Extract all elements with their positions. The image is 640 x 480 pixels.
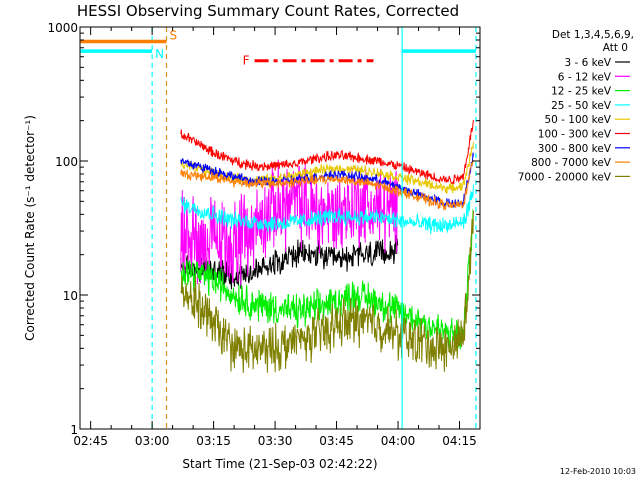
legend-entry-label-7: 300 - 800 keV: [538, 143, 612, 155]
legend-entry-label-5: 50 - 100 keV: [544, 114, 611, 126]
series-line-6: [180, 119, 474, 185]
legend-entry-label-2: 6 - 12 keV: [558, 71, 612, 83]
legend-entry-label-4: 25 - 50 keV: [551, 100, 612, 112]
marker-layer: SN F: [80, 27, 477, 429]
chart-title: HESSI Observing Summary Count Rates, Cor…: [77, 2, 459, 20]
axis-layer: 02:45 03:00 03:15 03:30 03:45 04:00 04:15 1 10 10…: [47, 21, 481, 448]
state-bar-label-1: S: [169, 28, 177, 42]
legend-entry-label-3: 12 - 25 keV: [551, 86, 612, 98]
x-tick-label-4: 03:30: [258, 434, 293, 448]
legend-entry-label-1: 3 - 6 keV: [564, 57, 611, 69]
series-line-4: [180, 184, 474, 235]
x-tick-label-2: 03:00: [135, 434, 170, 448]
flare-marker-label: F: [243, 54, 250, 68]
plot-frame: [79, 26, 481, 430]
legend-entry-label-6: 100 - 300 keV: [538, 129, 612, 141]
state-bar-label-2: N: [155, 47, 164, 61]
legend-header-detectors: Det 1,3,4,5,6,9,: [552, 29, 634, 41]
series-line-1: [180, 234, 399, 290]
y-tick-label-4: 1000: [47, 21, 78, 35]
y-axis-label: Corrected Count Rate (s⁻¹ detector⁻¹): [23, 115, 37, 341]
x-tick-label-5: 03:45: [319, 434, 354, 448]
date-stamp: 12-Feb-2010 10:03: [560, 467, 636, 476]
x-tick-label-6: 04:00: [381, 434, 416, 448]
x-tick-label-7: 04:15: [442, 434, 477, 448]
y-tick-label-2: 10: [63, 289, 78, 303]
legend-header-attenuator: Att 0: [603, 42, 628, 54]
x-tick-label-1: 02:45: [73, 434, 108, 448]
x-axis-label: Start Time (21-Sep-03 02:42:22): [182, 457, 377, 471]
y-tick-label-1: 1: [70, 423, 78, 437]
legend-entry-label-9: 7000 - 20000 keV: [518, 171, 612, 183]
series-line-5: [180, 142, 474, 194]
series-line-9: [180, 210, 474, 373]
legend: Det 1,3,4,5,6,9, Att 0 3 - 6 keV 6 - 12 k…: [518, 29, 634, 183]
series-layer: [180, 119, 474, 373]
series-line-8: [180, 159, 474, 211]
y-tick-label-3: 100: [55, 155, 78, 169]
x-tick-label-3: 03:15: [196, 434, 231, 448]
legend-entry-label-8: 800 - 7000 keV: [531, 157, 612, 169]
